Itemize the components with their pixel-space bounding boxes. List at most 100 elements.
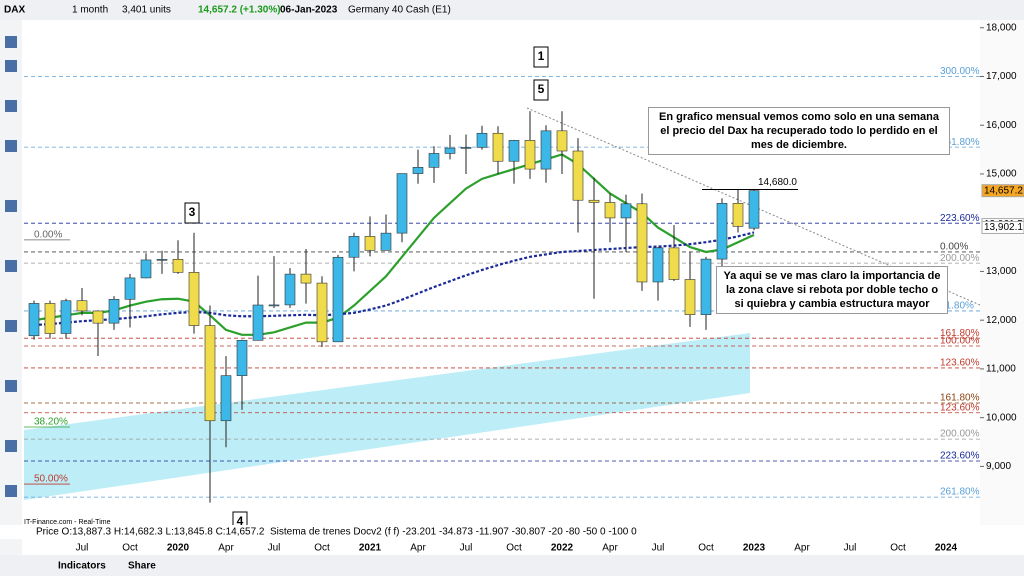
candle-body (444, 147, 456, 154)
candle-body (748, 190, 760, 229)
candle-body (476, 132, 488, 148)
x-tick-label: Oct (506, 543, 522, 554)
fib-label: 100.00% (940, 336, 980, 347)
candle-body (44, 303, 56, 334)
candle-body (652, 247, 664, 283)
y-tick-label: 13,000 (986, 266, 1017, 277)
x-tick-label: Oct (698, 543, 714, 554)
candle-body (636, 203, 648, 283)
wave-label: 1 (538, 49, 545, 63)
candle-body (716, 203, 728, 260)
candle-body (92, 310, 104, 324)
price-info: Price O:13,887.3 H:14,682.3 L:13,845.8 C… (36, 527, 265, 538)
candle-body (284, 273, 296, 306)
candle-body (508, 140, 520, 162)
fib-label: 0.00% (34, 230, 62, 241)
y-tick-label: 18,000 (986, 22, 1017, 33)
candle-body (492, 132, 504, 162)
tool[interactable] (5, 320, 17, 332)
candle-body (620, 203, 632, 219)
candle-body (556, 130, 568, 152)
left-toolbar (0, 20, 22, 555)
candle-body (540, 130, 552, 170)
candle-body (604, 202, 616, 219)
fib-label: 223.60% (940, 451, 980, 462)
tool[interactable] (5, 140, 17, 152)
candle-body (732, 203, 744, 227)
candle-body (236, 340, 248, 376)
plot: 9,000 10,000 11,000 12,000 13,000 15,000 16,00… (24, 22, 1017, 533)
price-badge-label: 14,657.2 (984, 185, 1023, 196)
bottom-toolbar (0, 555, 1024, 576)
candle-body (156, 259, 168, 261)
candle-body (364, 236, 376, 251)
x-tick-label: Jul (844, 543, 857, 554)
instrument: Germany 40 Cash (E1) (348, 5, 451, 16)
tool[interactable] (5, 440, 17, 452)
wave-box (184, 202, 200, 224)
x-tick-label: Jul (76, 543, 89, 554)
candle-body (588, 199, 600, 203)
y-tick-label: 15,000 (986, 169, 1017, 180)
price-badge (981, 220, 1024, 234)
y-tick-label: 10,000 (986, 412, 1017, 423)
x-tick-label: Apr (410, 543, 426, 554)
symbol[interactable]: DAX (4, 5, 25, 16)
x-tick-label: Oct (314, 543, 330, 554)
top-toolbar (0, 0, 1024, 20)
y-tick-label: 11,000 (986, 364, 1016, 375)
fib-label: 0.00% (940, 242, 968, 253)
fib-label: 50.00% (34, 474, 68, 485)
candle-body (252, 304, 264, 341)
candle-body (460, 147, 472, 149)
x-tick-label: Jul (268, 543, 281, 554)
price-axis (980, 20, 1024, 525)
indicator-line (33, 231, 755, 327)
fib-label: 123.60% (940, 358, 980, 369)
change: 14,657.2 (+1.30%) (198, 5, 281, 16)
y-tick-label: 16,000 (986, 120, 1017, 131)
x-tick-label: Apr (602, 543, 618, 554)
fib-label: 200.00% (940, 253, 980, 264)
candle-body (684, 279, 696, 315)
resistance-label: 14,680.0 (758, 177, 797, 188)
fib-label: 38.20% (34, 417, 68, 428)
tool[interactable] (5, 60, 17, 72)
tool[interactable] (5, 260, 17, 272)
candle-body (60, 300, 72, 334)
tool[interactable] (5, 380, 17, 392)
candle-body (396, 173, 408, 234)
candle-body (28, 303, 40, 337)
candle-body (668, 247, 680, 280)
x-tick-label: Apr (794, 543, 810, 554)
tool[interactable] (5, 200, 17, 212)
regression-channel (24, 333, 750, 500)
candle-body (332, 256, 344, 343)
candle-body (572, 150, 584, 201)
share-button[interactable]: Share (128, 561, 156, 572)
fib-label: 161.80% (940, 328, 980, 339)
candle-body (316, 282, 328, 343)
y-tick-label: 17,000 (986, 71, 1017, 82)
source: IT-Finance.com - Real-Time (24, 519, 111, 526)
x-tick-label: 2023 (743, 543, 766, 554)
tool[interactable] (5, 485, 17, 497)
fib-label: 223.60% (940, 213, 980, 224)
wave-label: 4 (237, 514, 244, 528)
candle-body (140, 259, 152, 279)
wave-box (533, 46, 549, 68)
tool[interactable] (5, 100, 17, 112)
x-tick-label: 2024 (935, 543, 958, 554)
interval[interactable]: 1 month (72, 5, 108, 16)
price-badge (981, 184, 1024, 198)
fib-label: 261.80% (940, 487, 980, 498)
indicator-info: Sistema de trenes Docv2 (f f) -23.201 -3… (270, 527, 637, 538)
x-tick-label: 2022 (551, 543, 574, 554)
candle-body (412, 167, 424, 174)
tool[interactable] (5, 36, 17, 48)
indicators-button[interactable]: Indicators (58, 561, 106, 572)
x-tick-label: 2021 (359, 543, 382, 554)
candle-body (380, 232, 392, 251)
note: En grafico mensual vemos como solo en un… (648, 107, 950, 155)
units[interactable]: 3,401 units (122, 5, 171, 16)
